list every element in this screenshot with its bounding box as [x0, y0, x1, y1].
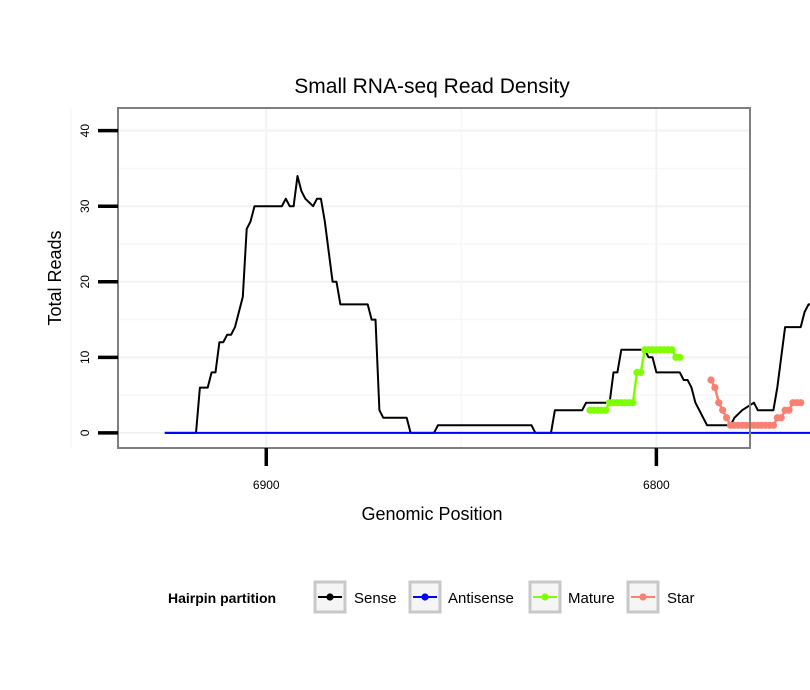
legend-swatch-point	[541, 593, 549, 601]
legend-swatch-point	[639, 593, 647, 601]
legend-item-star: Star	[626, 580, 695, 614]
x-tick-label-6800: 6800	[643, 478, 670, 492]
legend-label-mature: Mature	[568, 590, 615, 607]
chart-title: Small RNA-seq Read Density	[294, 75, 570, 98]
y-axis-label: Total Reads	[45, 230, 65, 325]
data-point-mature-4	[602, 406, 610, 414]
data-point-star-18	[777, 414, 785, 422]
legend-title: Hairpin partition	[168, 590, 276, 606]
legend-item-mature: Mature	[528, 580, 615, 614]
series-mature	[586, 346, 684, 414]
x-axis: 6900 6800	[253, 448, 670, 492]
gridlines	[70, 108, 750, 448]
data-point-mature-23	[676, 353, 684, 361]
data-point-mature-21	[668, 346, 676, 354]
series-star	[707, 376, 805, 429]
plot-panel	[70, 107, 810, 449]
series-sense	[164, 175, 810, 434]
data-point-star-23	[797, 399, 805, 407]
y-tick-label-30: 30	[78, 199, 92, 213]
data-point-star-20	[785, 406, 793, 414]
data-point-star-2	[715, 399, 723, 407]
x-tick-label-6900: 6900	[253, 478, 280, 492]
series-layer	[164, 175, 810, 434]
legend-label-star: Star	[667, 590, 695, 607]
data-point-star-4	[722, 414, 731, 422]
y-axis: 0 10 20 30 40	[78, 124, 118, 436]
panel-background	[118, 108, 750, 448]
legend: Hairpin partition Sense Antisense Mature St…	[168, 580, 695, 614]
legend-label-antisense: Antisense	[448, 590, 514, 607]
legend-item-sense: Sense	[313, 580, 397, 614]
legend-item-antisense: Antisense	[408, 580, 514, 614]
y-tick-label-40: 40	[78, 124, 92, 138]
series-line-antisense	[164, 431, 810, 434]
legend-swatch-point	[326, 593, 334, 601]
series-line-sense	[164, 175, 810, 434]
data-point-star-0	[707, 376, 715, 384]
data-point-star-16	[769, 421, 778, 429]
data-point-star-1	[711, 383, 719, 392]
y-tick-label-0: 0	[78, 429, 92, 436]
legend-swatch-point	[421, 593, 429, 601]
panel-border	[117, 107, 751, 449]
y-tick-label-20: 20	[78, 275, 92, 289]
data-point-mature-13	[637, 368, 645, 377]
legend-label-sense: Sense	[354, 590, 397, 607]
series-antisense	[164, 431, 810, 434]
x-axis-label: Genomic Position	[361, 504, 502, 524]
data-point-star-3	[719, 406, 727, 414]
y-tick-label-10: 10	[78, 350, 92, 364]
data-point-mature-11	[629, 399, 637, 407]
